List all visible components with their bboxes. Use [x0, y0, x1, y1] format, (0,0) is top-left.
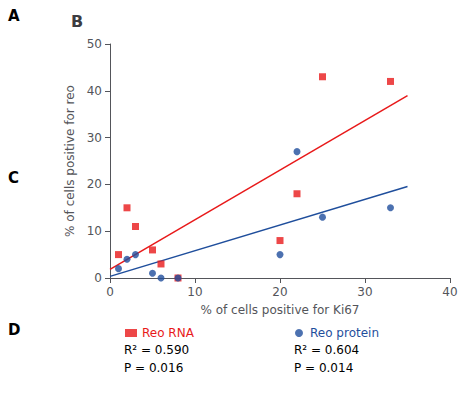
svg-text:D: D — [8, 321, 20, 339]
svg-text:C: C — [8, 169, 19, 187]
svg-text:30: 30 — [87, 131, 102, 145]
svg-text:20: 20 — [272, 285, 287, 299]
svg-text:R² = 0.604: R² = 0.604 — [294, 343, 359, 357]
svg-text:20: 20 — [87, 177, 102, 191]
svg-text:0: 0 — [94, 271, 102, 285]
svg-text:% of cells positive for reo: % of cells positive for reo — [63, 85, 77, 237]
svg-text:% of cells positive for Ki67: % of cells positive for Ki67 — [201, 303, 360, 317]
svg-text:40: 40 — [442, 285, 457, 299]
svg-text:0: 0 — [106, 285, 114, 299]
svg-text:30: 30 — [357, 285, 372, 299]
svg-text:B: B — [71, 12, 83, 31]
svg-text:R² = 0.590: R² = 0.590 — [124, 343, 189, 357]
svg-text:P = 0.014: P = 0.014 — [294, 361, 353, 375]
svg-text:Reo RNA: Reo RNA — [142, 326, 195, 340]
svg-text:40: 40 — [87, 84, 102, 98]
svg-text:50: 50 — [87, 37, 102, 51]
svg-text:Reo protein: Reo protein — [310, 326, 379, 340]
svg-text:10: 10 — [87, 224, 102, 238]
svg-text:A: A — [8, 7, 20, 25]
svg-text:10: 10 — [187, 285, 202, 299]
svg-text:P = 0.016: P = 0.016 — [124, 361, 183, 375]
